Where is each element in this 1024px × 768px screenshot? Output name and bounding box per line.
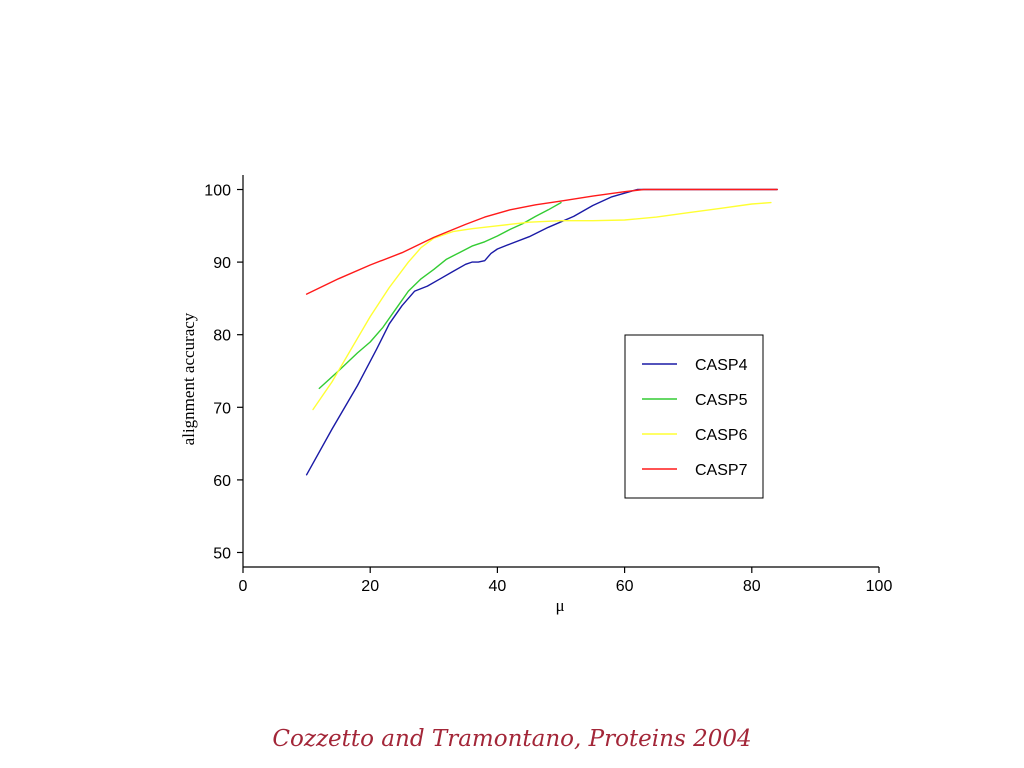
x-axis-title: μ — [555, 596, 564, 615]
y-tick-label: 90 — [213, 255, 231, 272]
series-line-casp5 — [318, 201, 562, 390]
legend-label-casp4: CASP4 — [695, 357, 748, 374]
series-line-casp6 — [312, 201, 772, 411]
legend-label-casp7: CASP7 — [695, 462, 748, 479]
y-tick-label: 80 — [213, 328, 231, 345]
x-tick-label: 20 — [361, 578, 379, 595]
citation-caption: Cozzetto and Tramontano, Proteins 2004 — [272, 726, 752, 752]
y-tick-label: 60 — [213, 473, 231, 490]
legend: CASP4 CASP5 CASP6 CASP7 — [624, 334, 764, 499]
series-line-casp7 — [305, 188, 778, 295]
axes: 50 60 70 80 90 100 0 20 40 60 80 100 — [204, 175, 892, 595]
series-lines — [305, 188, 778, 476]
x-tick-label: 60 — [616, 578, 634, 595]
y-axis-title: alignment accuracy — [179, 312, 198, 445]
y-tick-label: 70 — [213, 400, 231, 417]
y-tick-label: 100 — [204, 183, 231, 200]
x-tick-label: 40 — [489, 578, 507, 595]
legend-label-casp5: CASP5 — [695, 392, 748, 409]
x-tick-label: 0 — [239, 578, 248, 595]
legend-box — [624, 334, 764, 499]
y-tick-label: 50 — [213, 545, 231, 562]
x-tick-label: 100 — [866, 578, 893, 595]
x-tick-label: 80 — [743, 578, 761, 595]
legend-label-casp6: CASP6 — [695, 427, 748, 444]
